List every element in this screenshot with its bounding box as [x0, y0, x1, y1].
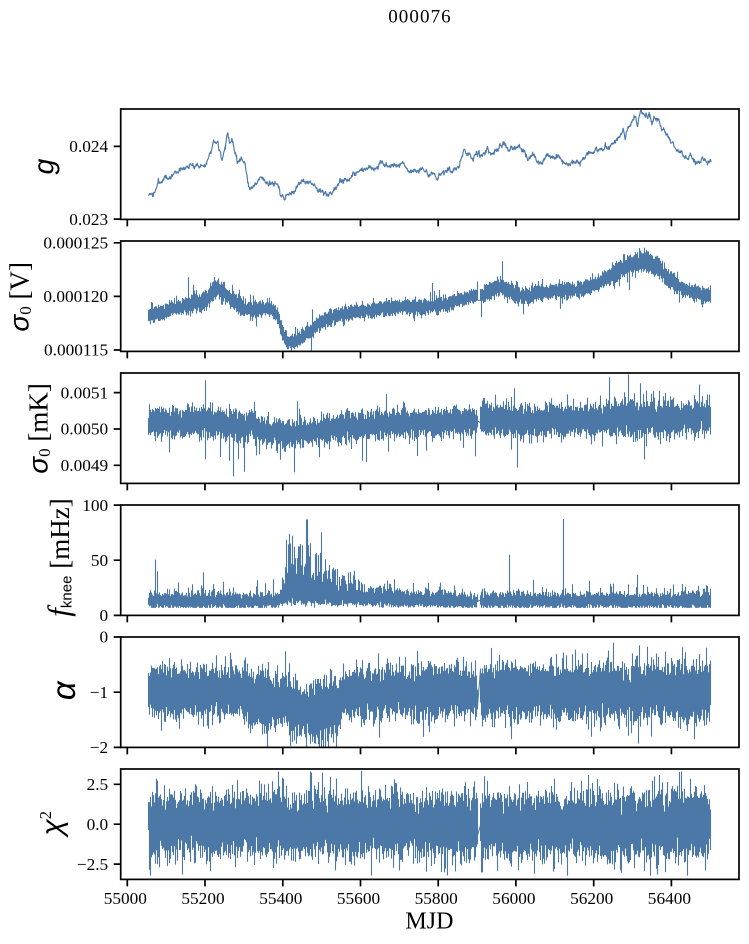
svg-text:56400: 56400	[648, 889, 691, 908]
svg-text:0.000115: 0.000115	[44, 341, 108, 360]
svg-text:χ2: χ2	[36, 811, 69, 839]
svg-text:α: α	[45, 680, 82, 700]
svg-text:σ0 [V]: σ0 [V]	[4, 262, 36, 332]
svg-text:0.000120: 0.000120	[43, 287, 108, 306]
svg-text:2.5: 2.5	[87, 775, 109, 794]
svg-text:0: 0	[100, 628, 109, 647]
svg-text:0.0: 0.0	[87, 815, 109, 834]
svg-text:55800: 55800	[415, 889, 458, 908]
svg-text:0: 0	[100, 606, 109, 625]
svg-text:0.0049: 0.0049	[61, 456, 109, 475]
svg-text:56000: 56000	[492, 889, 535, 908]
svg-text:0.0050: 0.0050	[61, 420, 109, 439]
svg-text:σ0 [mK]: σ0 [mK]	[23, 383, 55, 474]
svg-text:g: g	[29, 159, 61, 175]
svg-text:−1: −1	[90, 683, 108, 702]
svg-text:−2: −2	[90, 738, 108, 757]
svg-text:0.023: 0.023	[69, 210, 108, 229]
svg-text:000076: 000076	[388, 7, 452, 28]
svg-text:50: 50	[91, 551, 108, 570]
svg-text:100: 100	[82, 496, 108, 515]
svg-text:0.000125: 0.000125	[43, 234, 108, 253]
svg-text:56200: 56200	[570, 889, 613, 908]
svg-text:MJD: MJD	[405, 909, 453, 935]
svg-text:−2.5: −2.5	[77, 855, 108, 874]
svg-text:55000: 55000	[104, 889, 147, 908]
svg-text:55600: 55600	[337, 889, 380, 908]
svg-text:0.024: 0.024	[69, 137, 108, 156]
svg-text:55400: 55400	[259, 889, 302, 908]
svg-text:fknee [mHz]: fknee [mHz]	[41, 498, 76, 616]
svg-text:0.0051: 0.0051	[61, 383, 109, 402]
svg-text:55200: 55200	[181, 889, 224, 908]
